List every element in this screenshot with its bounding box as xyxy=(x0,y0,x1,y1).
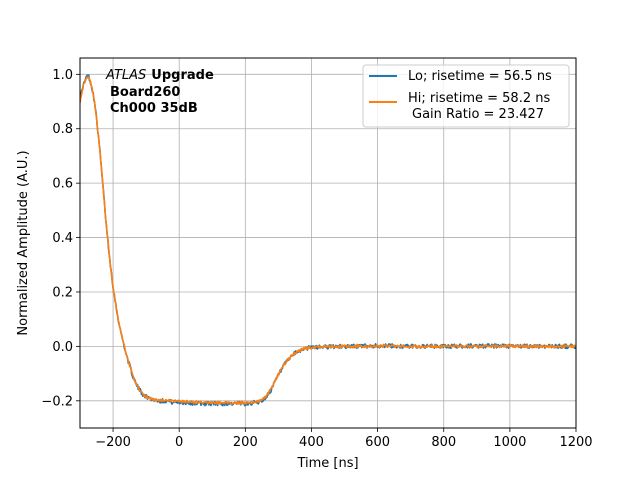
annotation-board: Board260 xyxy=(110,85,180,100)
y-tick-label: 1.0 xyxy=(52,68,73,83)
x-tick-label: 600 xyxy=(365,435,390,450)
annotation: ATLAS Upgrade Board260 Ch000 35dB xyxy=(105,68,214,116)
y-tick-label: −0.2 xyxy=(41,394,73,409)
y-tick-label: 0.4 xyxy=(52,231,73,246)
legend: Lo; risetime = 56.5 ns Hi; risetime = 58… xyxy=(362,64,570,128)
x-tick-label: −200 xyxy=(95,435,131,450)
x-tick-label: 0 xyxy=(175,435,183,450)
annotation-upgrade: Upgrade xyxy=(151,68,214,83)
y-axis-label: Normalized Amplitude (A.U.) xyxy=(16,150,31,335)
y-tick-label: 0.0 xyxy=(52,340,73,355)
series-line-hi xyxy=(80,76,576,405)
y-tick-label: 0.6 xyxy=(52,177,73,192)
annotation-line1: ATLAS Upgrade xyxy=(105,68,214,83)
y-tick-label: 0.8 xyxy=(52,122,73,137)
axis-ticks: −200 0 200 400 600 800 1000 1200 −0.2 0.0 0.2 0.4 0.… xyxy=(41,68,592,450)
legend-label-hi: Hi; risetime = 58.2 ns xyxy=(408,91,550,106)
x-tick-label: 400 xyxy=(299,435,324,450)
x-tick-label: 1000 xyxy=(493,435,526,450)
plot-frame xyxy=(79,57,577,429)
y-tick-label: 0.2 xyxy=(52,285,73,300)
legend-box xyxy=(362,64,570,128)
legend-label-gain-ratio: Gain Ratio = 23.427 xyxy=(412,107,544,122)
annotation-channel: Ch000 35dB xyxy=(110,101,198,116)
x-tick-label: 200 xyxy=(233,435,258,450)
x-axis-label: Time [ns] xyxy=(296,456,358,471)
annotation-atlas: ATLAS xyxy=(105,68,146,83)
x-tick-label: 800 xyxy=(431,435,456,450)
legend-label-lo: Lo; risetime = 56.5 ns xyxy=(408,69,552,84)
x-tick-label: 1200 xyxy=(559,435,592,450)
series-group xyxy=(80,74,576,407)
